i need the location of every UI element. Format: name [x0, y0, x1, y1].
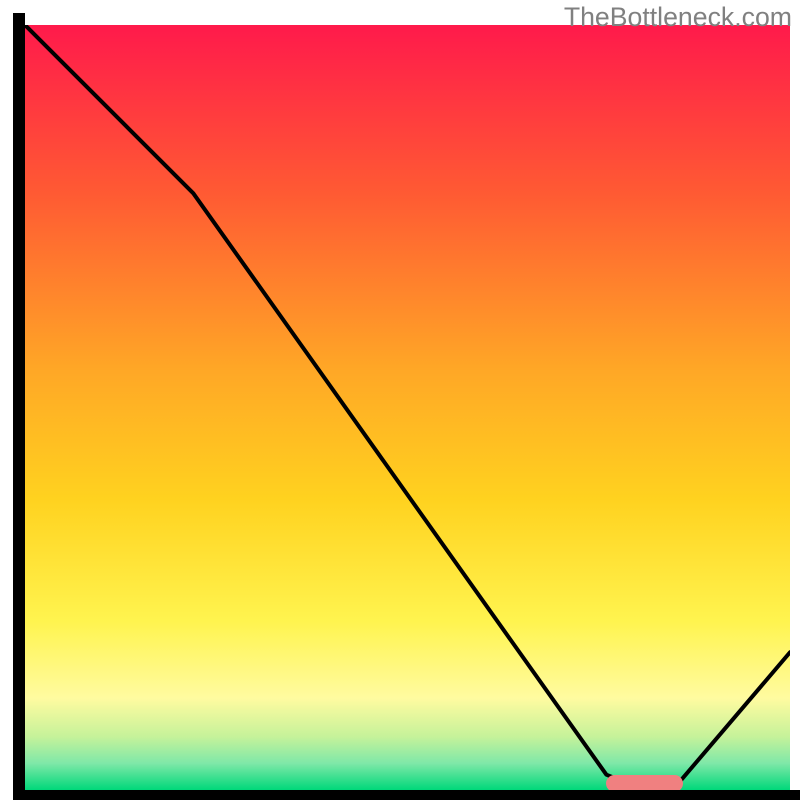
chart-container: TheBottleneck.com	[0, 0, 800, 800]
watermark-text: TheBottleneck.com	[564, 2, 792, 33]
x-axis-line	[13, 790, 800, 800]
bottleneck-curve	[25, 25, 790, 790]
curve-line	[25, 25, 790, 787]
y-axis-line	[13, 13, 25, 800]
